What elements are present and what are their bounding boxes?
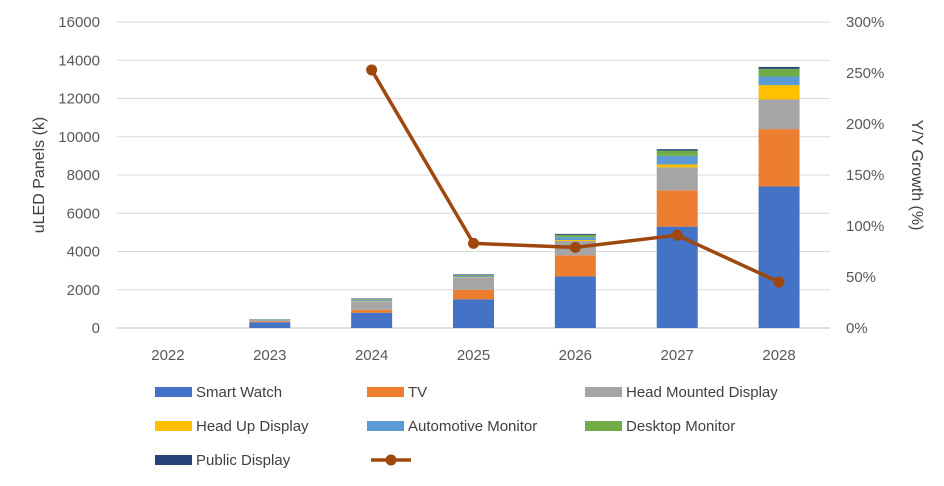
bar-segment (656, 167, 698, 191)
legend-label: Smart Watch (196, 384, 282, 401)
bar-segment (249, 322, 291, 328)
gridlines (117, 21, 830, 329)
legend-label: Head Mounted Display (626, 384, 778, 401)
legend-label: Automotive Monitor (408, 418, 537, 435)
bar-segment (758, 68, 800, 77)
y2-axis-title: Y/Y Growth (%) (908, 120, 925, 231)
growth-point (773, 276, 785, 288)
y2-tick-label: 100% (846, 218, 884, 235)
y2-tick-label: 150% (846, 167, 884, 184)
y-tick-label: 0 (92, 320, 100, 337)
y-axis-title: uLED Panels (k) (31, 117, 48, 234)
x-tick-label: 2027 (661, 347, 694, 364)
bar-segment (656, 226, 698, 328)
bar-segment (554, 276, 596, 328)
growth-line (366, 64, 785, 288)
bar-segment (453, 289, 494, 300)
legend-line-marker (385, 454, 397, 466)
y2-tick-label: 200% (846, 116, 884, 133)
bar-segment (249, 321, 291, 323)
bar-segment (453, 277, 494, 290)
bars (249, 66, 800, 328)
bar-segment (554, 234, 596, 238)
x-axis-ticks: 2022 2023 2024 2025 2026 2027 2028 (151, 347, 796, 364)
y-tick-label: 4000 (67, 244, 100, 261)
x-tick-label: 2024 (355, 347, 388, 364)
growth-point (366, 64, 378, 76)
growth-point (569, 241, 581, 253)
y-tick-label: 2000 (67, 282, 100, 299)
x-tick-label: 2028 (762, 347, 795, 364)
x-tick-label: 2022 (151, 347, 184, 364)
bar-segment (656, 190, 698, 227)
bar-segment (351, 309, 393, 313)
legend-swatch (585, 421, 622, 431)
legend-swatch (367, 387, 404, 397)
growth-point (671, 229, 683, 241)
bar-segment (656, 155, 698, 165)
bar-segment (656, 164, 698, 168)
bar-segment (758, 76, 800, 86)
x-tick-label: 2026 (559, 347, 592, 364)
y2-tick-label: 50% (846, 269, 876, 286)
y-tick-label: 6000 (67, 205, 100, 222)
bar-segment (656, 149, 698, 151)
bar-segment (453, 299, 494, 328)
legend-label: Public Display (196, 452, 291, 469)
bar-segment (351, 299, 393, 301)
legend-label: Head Up Display (196, 418, 309, 435)
y-axis-ticks: 0 2000 4000 6000 8000 10000 12000 14000 16000 (58, 14, 100, 337)
bar-segment (351, 301, 393, 310)
y-tick-label: 10000 (58, 129, 100, 146)
legend-swatch (585, 387, 622, 397)
growth-point (468, 237, 479, 249)
bar-segment (554, 237, 596, 241)
bar-segment (554, 255, 596, 277)
x-tick-label: 2025 (457, 347, 490, 364)
y2-tick-label: 250% (846, 65, 884, 82)
bar-segment (453, 274, 494, 276)
bar-segment (453, 275, 494, 276)
legend-label: Desktop Monitor (626, 418, 735, 435)
legend-swatch (155, 387, 192, 397)
bar-segment (758, 85, 800, 100)
legend-swatch (367, 421, 404, 431)
y-tick-label: 16000 (58, 14, 100, 31)
x-tick-label: 2023 (253, 347, 286, 364)
bar-segment (249, 320, 291, 322)
legend-swatch (155, 455, 192, 465)
legend-label: TV (408, 384, 427, 401)
bar-segment (758, 99, 800, 130)
bar-segment (656, 150, 698, 156)
bar-segment (758, 66, 800, 69)
y2-axis-ticks: 0% 50% 100% 150% 200% 250% 300% (846, 14, 884, 337)
bar-segment (351, 298, 393, 300)
bar-segment (554, 233, 596, 235)
bar-segment (758, 186, 800, 328)
y-tick-label: 12000 (58, 91, 100, 108)
bar-segment (554, 240, 596, 241)
y2-tick-label: 300% (846, 14, 884, 31)
y-tick-label: 14000 (58, 52, 100, 69)
bar-segment (351, 312, 393, 328)
bar-segment (758, 129, 800, 187)
legend-swatch (155, 421, 192, 431)
y-tick-label: 8000 (67, 167, 100, 184)
y2-tick-label: 0% (846, 320, 868, 337)
bar-segment (351, 299, 393, 300)
legend: Smart Watch TV Head Mounted Display Head Up… (155, 384, 778, 469)
bar-segment (453, 275, 494, 277)
